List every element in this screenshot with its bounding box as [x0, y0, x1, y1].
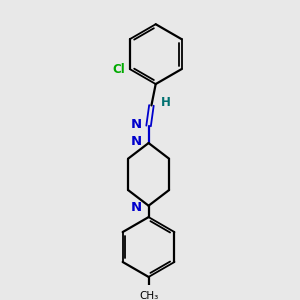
Text: H: H [160, 96, 170, 109]
Text: N: N [130, 118, 142, 131]
Text: CH₃: CH₃ [139, 291, 158, 300]
Text: N: N [130, 135, 142, 148]
Text: Cl: Cl [112, 63, 125, 76]
Text: N: N [130, 201, 142, 214]
